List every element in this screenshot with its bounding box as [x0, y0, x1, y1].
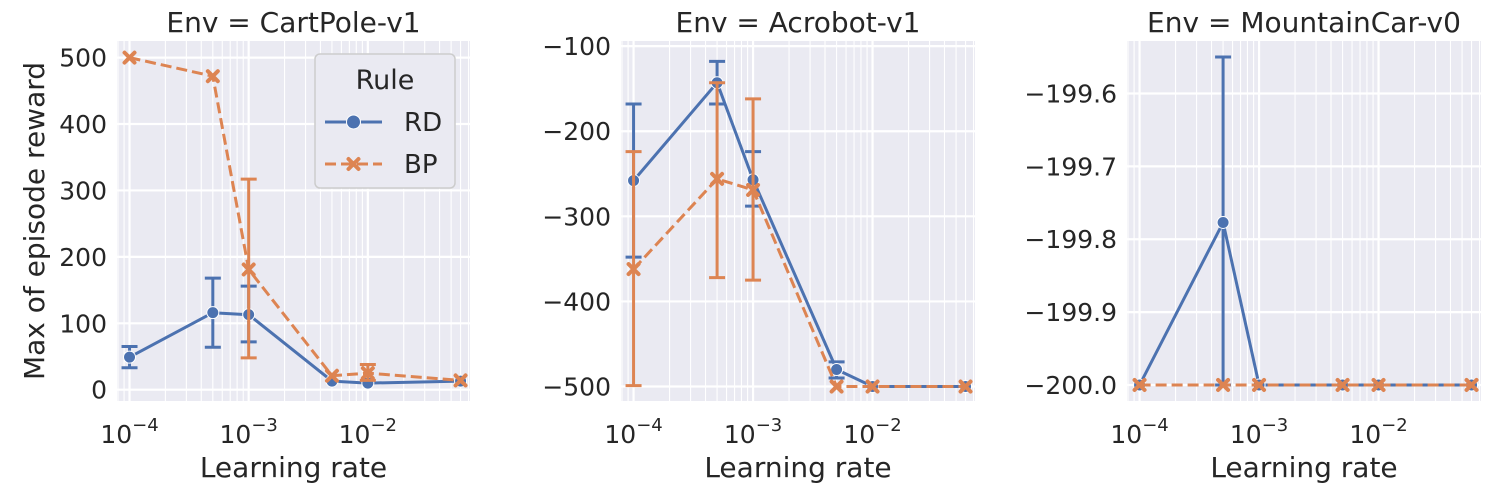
- y-axis-label: Max of episode reward: [18, 62, 51, 380]
- data-point-bp: [1216, 377, 1231, 392]
- data-point-bp: [1335, 377, 1350, 392]
- y-tick-label: −199.7: [1024, 152, 1117, 181]
- series-line-bp: [129, 56, 461, 382]
- panel-3: 10−4 10−3 10−2 −200.0 −199.9 −199.8 −199.7 −199…: [1024, 6, 1481, 484]
- x-tick-label: 10−4: [604, 415, 662, 449]
- panel-title: Env = CartPole-v1: [166, 6, 420, 39]
- data-point-bp: [1464, 377, 1479, 392]
- data-point-rd: [1216, 215, 1230, 229]
- panel-title: Env = MountainCar-v0: [1147, 6, 1461, 39]
- data-point-bp: [453, 373, 468, 388]
- y-tick-label: −199.8: [1024, 225, 1117, 254]
- x-tick-label: 10−4: [100, 415, 158, 449]
- x-tick-label: 10−3: [724, 415, 782, 449]
- y-tick-label: 100: [59, 309, 107, 338]
- series-bp: [625, 81, 973, 394]
- y-tick-label: −500: [542, 373, 611, 402]
- series-line-bp: [632, 177, 966, 388]
- legend: Rule RD BP: [314, 53, 456, 189]
- y-tick-label: 0: [91, 376, 107, 405]
- panel-title: Env = Acrobot-v1: [676, 6, 921, 39]
- y-tick-label: 400: [59, 110, 107, 139]
- legend-marker-bp: [346, 157, 361, 171]
- data-point-bp: [1132, 377, 1147, 392]
- x-tick-label: 10−3: [220, 415, 278, 449]
- y-tick-label: −400: [542, 287, 611, 316]
- series-line-rd: [128, 311, 461, 385]
- data-point-bp: [829, 379, 844, 394]
- series-bp: [122, 50, 468, 388]
- x-tick-label: 10−2: [843, 415, 901, 449]
- y-tick-label: −199.6: [1024, 79, 1117, 108]
- data-point-bp: [865, 379, 880, 394]
- data-point-bp: [710, 171, 725, 186]
- data-point-bp: [360, 366, 375, 381]
- series-bp: [1132, 377, 1479, 392]
- data-point-rd: [206, 306, 220, 320]
- y-tick-label: 500: [59, 44, 107, 73]
- y-tick-label: −200.0: [1024, 371, 1117, 400]
- x-axis-label: Learning rate: [704, 451, 891, 484]
- data-point-bp: [626, 262, 641, 277]
- x-axis-label: Learning rate: [1210, 451, 1397, 484]
- panel-2: 10−4 10−3 10−2 −500 −400 −300 −200 −100 Env = Ac…: [542, 6, 975, 484]
- y-tick-label: 300: [59, 176, 107, 205]
- data-point-bp: [1252, 377, 1267, 392]
- legend-marker-rd: [346, 114, 361, 130]
- series-rd: [121, 276, 468, 390]
- x-tick-label: 10−2: [339, 415, 397, 449]
- x-tick-label: 10−4: [1110, 415, 1168, 449]
- y-tick-label: −300: [542, 202, 611, 231]
- x-tick-label: 10−2: [1349, 415, 1407, 449]
- plot-area: [621, 41, 975, 401]
- data-point-bp: [241, 262, 256, 277]
- x-axis-label: Learning rate: [200, 451, 387, 484]
- data-point-bp: [1371, 377, 1386, 392]
- data-point-bp: [205, 69, 220, 84]
- y-tick-label: 200: [59, 243, 107, 272]
- data-point-bp: [324, 368, 339, 383]
- y-tick-label: −100: [542, 32, 611, 61]
- data-point-rd: [123, 350, 137, 364]
- data-point-bp: [746, 182, 761, 197]
- y-tick-label: −199.9: [1024, 298, 1117, 327]
- legend-title: Rule: [356, 65, 415, 96]
- data-point-bp: [958, 379, 973, 394]
- panel-1: 10−4 10−3 10−2 0 100 200 300 400 500 Env = CartPo…: [18, 6, 470, 484]
- legend-box: [314, 53, 456, 189]
- x-tick-label: 10−3: [1230, 415, 1288, 449]
- plot-area: [1127, 41, 1481, 401]
- legend-label-rd: RD: [404, 108, 442, 138]
- legend-label-bp: BP: [404, 150, 438, 180]
- y-tick-label: −200: [542, 117, 611, 146]
- data-point-bp: [122, 50, 137, 65]
